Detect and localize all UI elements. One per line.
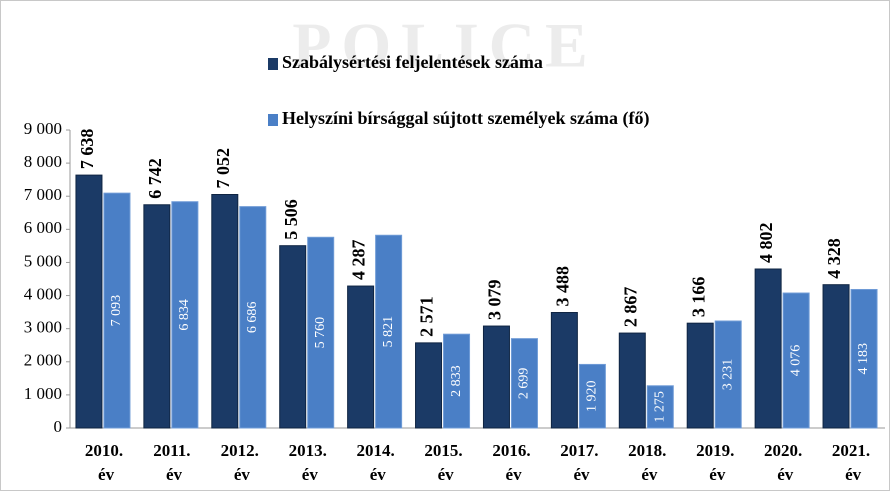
bar bbox=[646, 385, 674, 429]
y-tick-label: 8 000 bbox=[24, 152, 62, 171]
value-label: 5 760 bbox=[313, 317, 328, 349]
value-label: 4 802 bbox=[756, 223, 776, 264]
value-label: 2 571 bbox=[417, 296, 437, 337]
bar bbox=[578, 363, 606, 429]
bar bbox=[239, 206, 267, 429]
value-label: 3 231 bbox=[720, 359, 735, 391]
x-tick-label: 2010. év bbox=[85, 441, 123, 484]
y-tick-label: 6 000 bbox=[24, 218, 62, 237]
bar bbox=[510, 338, 538, 429]
bar bbox=[822, 284, 850, 429]
bar bbox=[307, 236, 335, 429]
y-tick-label: 1 000 bbox=[24, 384, 62, 403]
value-label: 1 920 bbox=[585, 380, 600, 412]
bar bbox=[850, 288, 878, 429]
bar bbox=[75, 174, 103, 429]
value-label: 2 867 bbox=[620, 287, 640, 328]
value-label: 5 821 bbox=[381, 316, 396, 348]
value-label: 6 834 bbox=[177, 299, 192, 331]
bar bbox=[754, 268, 782, 429]
value-label: 7 052 bbox=[213, 148, 233, 189]
x-tick-label: 2012. év bbox=[221, 441, 259, 484]
y-tick-label: 2 000 bbox=[24, 351, 62, 370]
bar bbox=[415, 342, 443, 429]
bar bbox=[443, 333, 471, 429]
value-label: 3 079 bbox=[485, 280, 505, 321]
y-tick-label: 3 000 bbox=[24, 318, 62, 337]
bar bbox=[482, 325, 510, 429]
value-label: 6 742 bbox=[145, 158, 165, 199]
legend-swatch bbox=[268, 114, 278, 126]
x-tick-label: 2017. év bbox=[560, 441, 598, 484]
x-tick-label: 2018. év bbox=[628, 441, 666, 484]
value-label: 4 183 bbox=[856, 343, 871, 375]
y-tick-label: 9 000 bbox=[24, 119, 62, 138]
value-label: 3 488 bbox=[553, 266, 573, 307]
value-label: 3 166 bbox=[688, 277, 708, 318]
x-tick-label: 2015. év bbox=[424, 441, 462, 484]
x-tick-label: 2020. év bbox=[764, 441, 802, 484]
bar bbox=[714, 320, 742, 429]
legend-label: Szabálysértési feljelentések száma bbox=[282, 52, 543, 72]
bar bbox=[279, 245, 307, 429]
bar bbox=[686, 322, 714, 429]
watermark: POLICE bbox=[292, 10, 597, 81]
value-label: 2 699 bbox=[517, 368, 532, 400]
bar bbox=[347, 285, 375, 429]
bar bbox=[550, 312, 578, 429]
bar bbox=[211, 194, 239, 429]
y-tick-label: 7 000 bbox=[24, 185, 62, 204]
value-label: 6 686 bbox=[245, 302, 260, 334]
y-tick-label: 5 000 bbox=[24, 251, 62, 270]
bar bbox=[782, 292, 810, 429]
bar bbox=[103, 192, 131, 429]
x-tick-label: 2019. év bbox=[696, 441, 734, 484]
x-tick-label: 2014. év bbox=[357, 441, 395, 484]
value-label: 4 287 bbox=[349, 240, 369, 281]
x-tick-label: 2021. év bbox=[832, 441, 870, 484]
bar bbox=[143, 204, 171, 429]
x-tick-label: 2013. év bbox=[289, 441, 327, 484]
value-label: 7 093 bbox=[109, 295, 124, 327]
value-label: 2 833 bbox=[449, 365, 464, 397]
value-label: 4 076 bbox=[788, 345, 803, 377]
value-label: 7 638 bbox=[77, 129, 97, 170]
x-tick-label: 2016. év bbox=[492, 441, 530, 484]
value-label: 5 506 bbox=[281, 199, 301, 240]
x-tick-label: 2011. év bbox=[153, 441, 190, 484]
legend-label: Helyszíni bírsággal sújtott személyek sz… bbox=[282, 108, 649, 129]
legend-swatch bbox=[268, 58, 278, 70]
y-tick-label: 0 bbox=[54, 417, 63, 436]
bar bbox=[171, 201, 199, 429]
y-tick-label: 4 000 bbox=[24, 284, 62, 303]
bar bbox=[618, 332, 646, 429]
value-label: 4 328 bbox=[824, 238, 844, 279]
value-label: 1 275 bbox=[653, 391, 668, 423]
bar bbox=[375, 234, 403, 429]
